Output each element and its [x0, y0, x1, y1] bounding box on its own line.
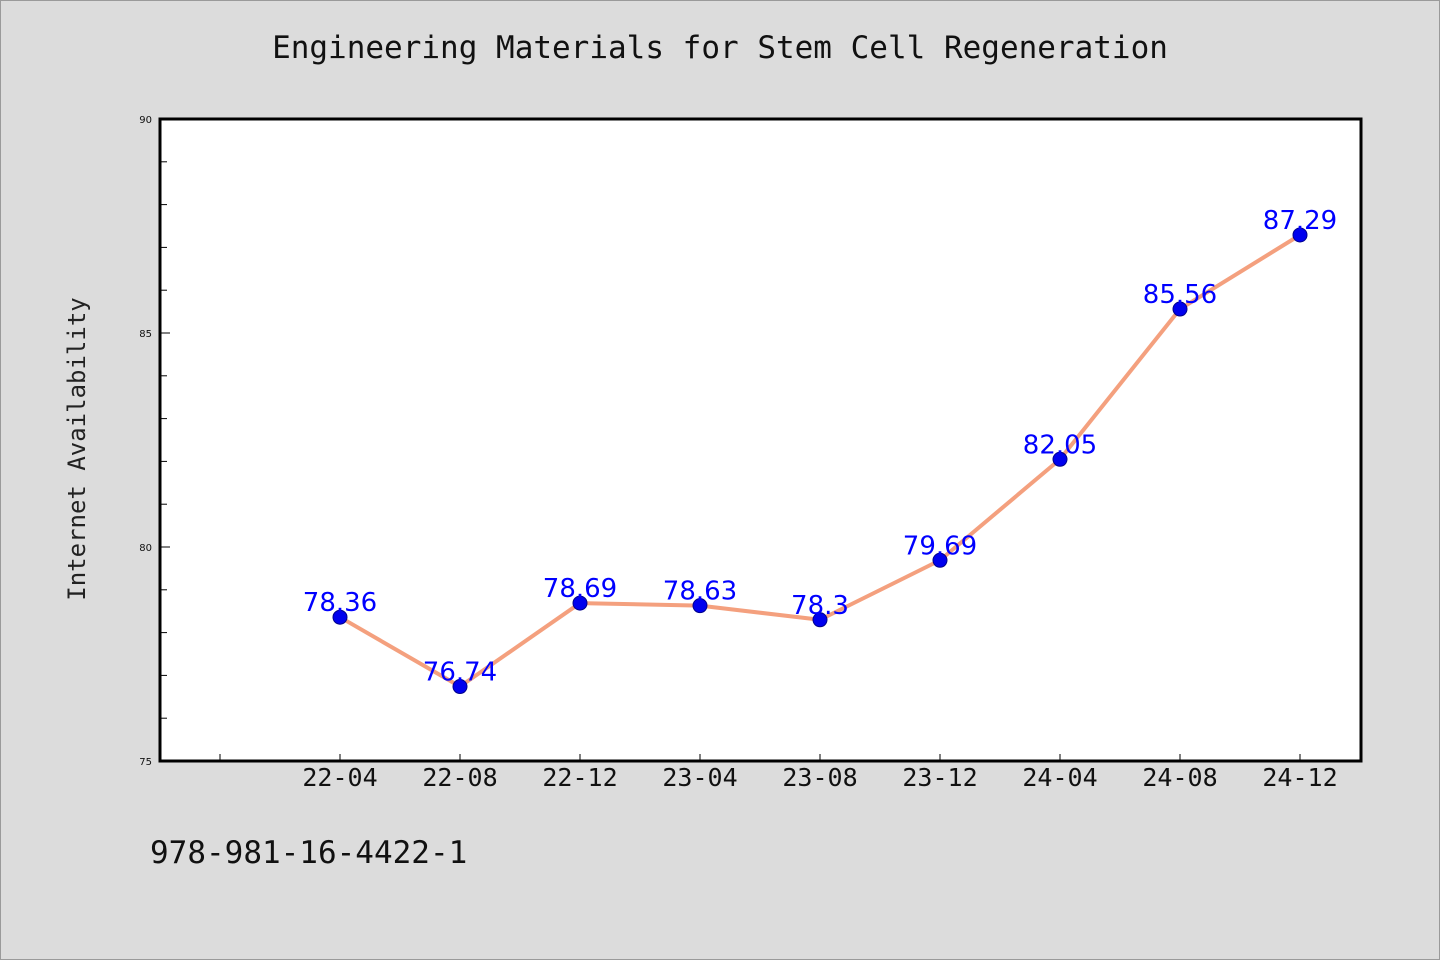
y-tick-label: 75 — [139, 757, 152, 768]
x-tick-label: 24-08 — [1142, 763, 1217, 792]
x-tick-label: 24-04 — [1022, 763, 1097, 792]
x-tick-label: 22-08 — [422, 763, 497, 792]
y-tick-label: 90 — [139, 115, 152, 126]
data-point — [572, 595, 588, 611]
data-label: 78.63 — [663, 577, 737, 607]
data-point — [1052, 451, 1068, 467]
chart-title: Engineering Materials for Stem Cell Rege… — [272, 30, 1168, 66]
y-tick-label: 80 — [139, 543, 152, 554]
data-label: 82.05 — [1023, 430, 1097, 460]
data-point — [1172, 301, 1188, 317]
x-tick-label: 23-08 — [782, 763, 857, 792]
plot-area — [158, 117, 1363, 763]
data-label: 76.74 — [423, 658, 497, 688]
x-tick-label: 23-12 — [902, 763, 977, 792]
data-label: 85.56 — [1143, 280, 1217, 310]
data-point — [932, 552, 948, 568]
data-point — [452, 679, 468, 695]
data-label: 87.29 — [1263, 206, 1337, 236]
x-tick-label: 22-12 — [542, 763, 617, 792]
data-label: 78.3 — [791, 591, 849, 621]
data-point — [332, 609, 348, 625]
data-label: 78.36 — [303, 588, 377, 618]
x-tick-label: 22-04 — [302, 763, 377, 792]
isbn-text: 978-981-16-4422-1 — [150, 835, 468, 871]
y-tick-label: 85 — [139, 329, 152, 340]
x-tick-label: 24-12 — [1262, 763, 1337, 792]
data-label: 79.69 — [903, 531, 977, 561]
data-label: 78.69 — [543, 574, 617, 604]
data-point — [692, 598, 708, 614]
x-tick-label: 23-04 — [662, 763, 737, 792]
data-point — [812, 612, 828, 628]
data-point — [1292, 227, 1308, 243]
